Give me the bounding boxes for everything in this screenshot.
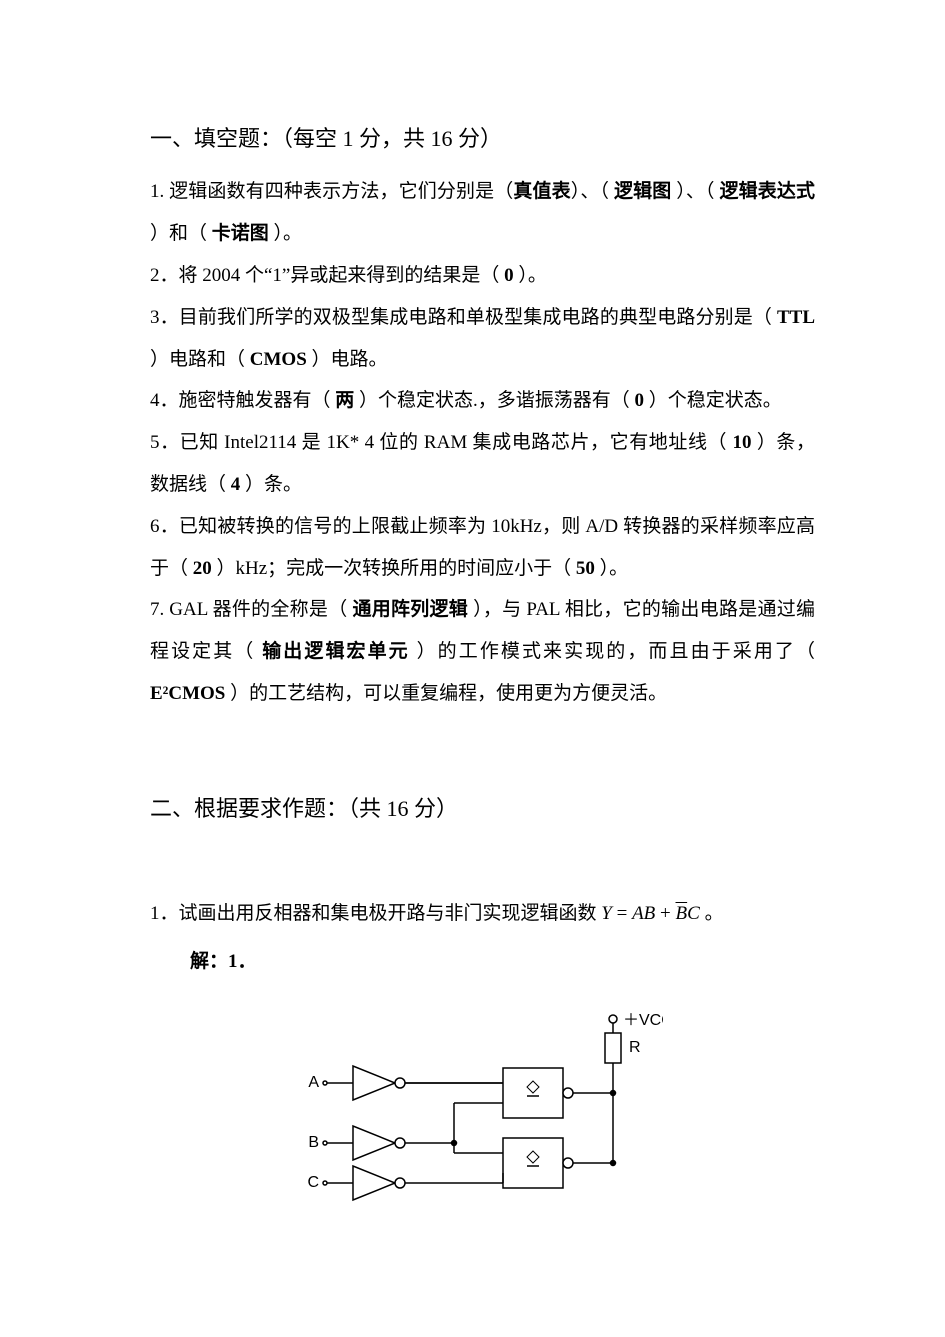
s2-q1-num: 1．	[150, 903, 179, 924]
q5: 5．已知 Intel2114 是 1K* 4 位的 RAM 集成电路芯片，它有地…	[150, 422, 815, 506]
circuit-diagram: ＋VCC R A B C	[150, 1013, 815, 1223]
q3-end: ）电路。	[307, 349, 388, 370]
formula-y: Y	[601, 903, 612, 924]
q2-end: ）。	[514, 265, 547, 286]
q7: 7. GAL 器件的全称是（ 通用阵列逻辑 ），与 PAL 相比，它的输出电路是…	[150, 589, 815, 714]
q1-a3: 逻辑表达式	[719, 181, 815, 202]
q6-end: ）。	[595, 558, 628, 579]
svg-text:R: R	[629, 1039, 641, 1056]
q4-mid1: ）个稳定状态.，多谐振荡器有（	[354, 390, 634, 411]
q4-a1: 两	[335, 390, 354, 411]
s2-q1-post: 。	[700, 903, 724, 924]
q2: 2．将 2004 个“1”异或起来得到的结果是（ 0 ）。	[150, 255, 815, 297]
q1-a1: 真值表	[513, 181, 570, 202]
q7-pre: 7. GAL 器件的全称是（	[150, 599, 352, 620]
formula-plus: +	[655, 903, 675, 924]
q1-mid3: ）和（	[150, 223, 212, 244]
q6-mid1: ）kHz；完成一次转换所用的时间应小于（	[212, 558, 576, 579]
q2-a1: 0	[504, 265, 514, 286]
q1-mid1: ）、（	[571, 181, 614, 202]
q7-a2: 输出逻辑宏单元	[262, 641, 410, 662]
q3-mid1: ）电路和（	[150, 349, 250, 370]
q7-end: ）的工艺结构，可以重复编程，使用更为方便灵活。	[225, 683, 667, 704]
q4-end: ）个稳定状态。	[644, 390, 782, 411]
s2-q1-pre: 试画出用反相器和集电极开路与非门实现逻辑函数	[179, 903, 602, 924]
q3: 3．目前我们所学的双极型集成电路和单极型集成电路的典型电路分别是（ TTL ）电…	[150, 297, 815, 381]
svg-text:C: C	[307, 1174, 319, 1191]
formula-bbar: B	[676, 903, 688, 924]
q7-mid2: ）的工作模式来实现的，而且由于采用了（	[410, 641, 815, 662]
page: 一、填空题：（每空 1 分，共 16 分） 1. 逻辑函数有四种表示方法，它们分…	[0, 0, 945, 1283]
section1-heading: 一、填空题：（每空 1 分，共 16 分）	[150, 115, 815, 163]
q7-a1: 通用阵列逻辑	[352, 599, 468, 620]
q6-a1: 20	[193, 558, 212, 579]
q5-end: ）条。	[240, 474, 302, 495]
formula-eq: =	[612, 903, 632, 924]
q1: 1. 逻辑函数有四种表示方法，它们分别是（真值表）、（ 逻辑图 ）、（ 逻辑表达…	[150, 171, 815, 255]
formula-ab: AB	[632, 903, 655, 924]
section2-heading: 二、根据要求作题：（共 16 分）	[150, 785, 815, 833]
svg-text:＋VCC: ＋VCC	[623, 1013, 663, 1029]
formula: Y = AB + BC	[601, 903, 700, 924]
q4-pre: 4．施密特触发器有（	[150, 390, 335, 411]
q1-a4: 卡诺图	[212, 223, 274, 244]
q1-end: ）。	[274, 223, 303, 244]
q5-a2: 4	[231, 474, 241, 495]
q6-a2: 50	[576, 558, 595, 579]
q2-pre: 2．将 2004 个“1”异或起来得到的结果是（	[150, 265, 504, 286]
s2-q1: 1．试画出用反相器和集电极开路与非门实现逻辑函数 Y = AB + BC 。	[150, 893, 815, 935]
q7-a3: E²CMOS	[150, 683, 225, 704]
q1-mid2: ）、（	[676, 181, 719, 202]
svg-text:B: B	[308, 1134, 319, 1151]
formula-c: C	[687, 903, 700, 924]
q3-pre: 3．目前我们所学的双极型集成电路和单极型集成电路的典型电路分别是（	[150, 307, 777, 328]
q5-a1: 10	[732, 432, 751, 453]
q4-a2: 0	[635, 390, 645, 411]
svg-text:A: A	[308, 1074, 319, 1091]
q6: 6．已知被转换的信号的上限截止频率为 10kHz，则 A/D 转换器的采样频率应…	[150, 506, 815, 590]
q1-pre: 1. 逻辑函数有四种表示方法，它们分别是（	[150, 181, 513, 202]
q3-a2: CMOS	[250, 349, 307, 370]
q1-a2: 逻辑图	[614, 181, 676, 202]
circuit-svg: ＋VCC R A B C	[303, 1013, 663, 1223]
q5-pre: 5．已知 Intel2114 是 1K* 4 位的 RAM 集成电路芯片，它有地…	[150, 432, 732, 453]
q3-a1: TTL	[777, 307, 815, 328]
s2-q1-answer: 解：1．	[190, 941, 815, 983]
q4: 4．施密特触发器有（ 两 ）个稳定状态.，多谐振荡器有（ 0 ）个稳定状态。	[150, 380, 815, 422]
